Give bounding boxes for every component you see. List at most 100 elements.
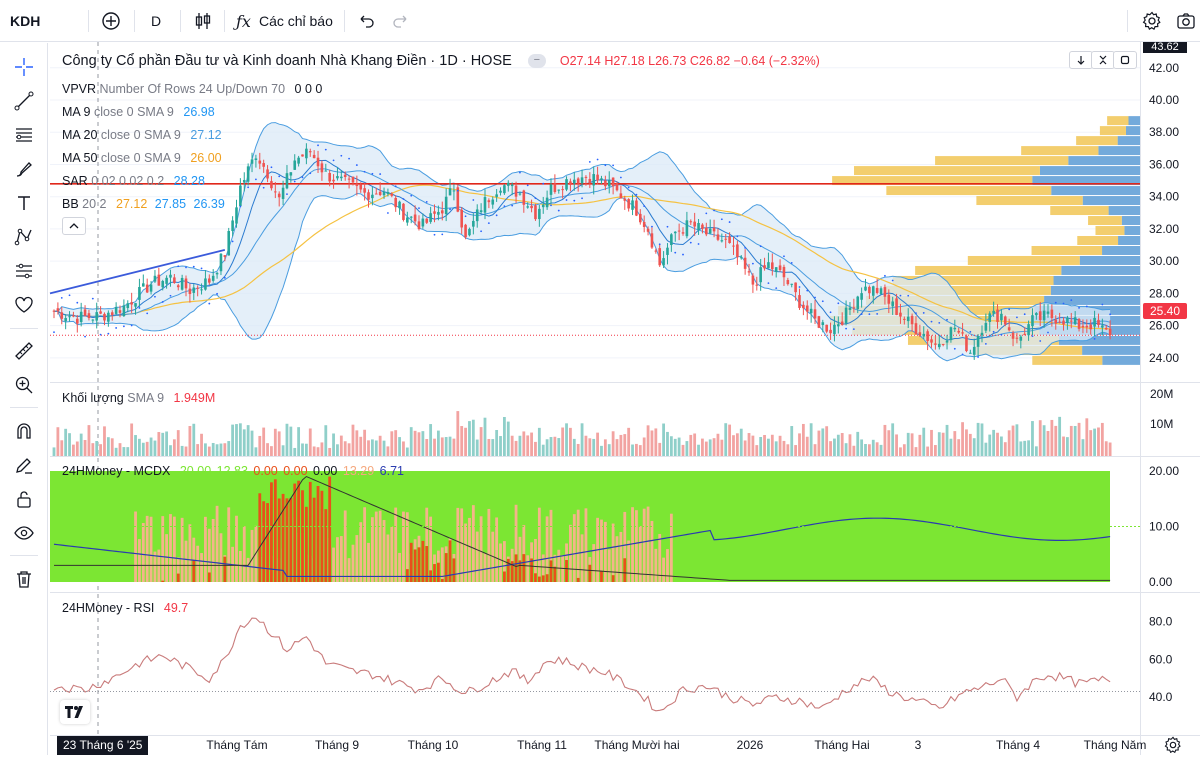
sar-dot bbox=[659, 243, 661, 245]
candle-body bbox=[919, 332, 922, 335]
sar-dot bbox=[1063, 303, 1065, 305]
mcdx-light-bar bbox=[402, 512, 405, 582]
candle-body bbox=[422, 219, 425, 227]
volume-bar bbox=[884, 425, 887, 456]
sar-dot bbox=[449, 208, 451, 210]
volume-bar bbox=[305, 444, 308, 456]
volume-bar bbox=[487, 439, 490, 456]
volume-bar bbox=[1093, 429, 1096, 456]
volume-bar bbox=[515, 441, 518, 456]
candle-body bbox=[441, 210, 444, 213]
volume-bar bbox=[565, 423, 568, 456]
vpvr-up-bar bbox=[1080, 256, 1140, 265]
volume-bar bbox=[876, 442, 879, 456]
scale-settings-gear-icon[interactable] bbox=[1164, 736, 1182, 754]
candle-body bbox=[550, 184, 553, 194]
mcdx-light-bar bbox=[375, 512, 378, 582]
volume-bar bbox=[126, 447, 129, 456]
legend-mcdx-v3: 0.00 bbox=[253, 464, 277, 478]
mcdx-banker-bar bbox=[538, 577, 541, 582]
tradingview-logo[interactable] bbox=[60, 700, 90, 724]
sar-dot bbox=[946, 319, 948, 321]
candle-body bbox=[181, 278, 184, 290]
sar-dot bbox=[915, 312, 917, 314]
legend-collapse-chevron-icon[interactable] bbox=[62, 217, 86, 235]
mcdx-banker-bar bbox=[313, 498, 316, 582]
maximize-pane-icon[interactable] bbox=[1113, 51, 1137, 69]
volume-bar bbox=[111, 438, 114, 456]
legend-bb[interactable]: BB 20 2 27.12 27.85 26.39 bbox=[62, 197, 225, 211]
candle-body bbox=[484, 197, 487, 213]
legend-volume[interactable]: Khối lượng SMA 9 1.949M bbox=[62, 391, 215, 405]
legend-ma9-name: MA 9 bbox=[62, 105, 91, 119]
legend-rsi[interactable]: 24HMoney - RSI 49.7 bbox=[62, 601, 188, 615]
candle-body bbox=[1097, 320, 1100, 325]
volume-bar bbox=[1047, 431, 1050, 456]
sar-dot bbox=[263, 187, 265, 189]
sar-dot bbox=[923, 312, 925, 314]
volume-bar bbox=[643, 437, 646, 456]
candle-body bbox=[845, 308, 848, 324]
mcdx-light-bar bbox=[212, 519, 215, 582]
legend-mcdx-v4: 0.00 bbox=[283, 464, 307, 478]
mcdx-banker-bar bbox=[437, 563, 440, 582]
legend-bb-v3: 26.39 bbox=[194, 197, 225, 211]
legend-ma9[interactable]: MA 9 close 0 SMA 9 26.98 bbox=[62, 105, 215, 119]
candle-body bbox=[258, 161, 261, 164]
collapse-legend-button[interactable]: − bbox=[528, 54, 546, 68]
move-down-arrow-icon[interactable] bbox=[1069, 51, 1093, 69]
volume-bar bbox=[658, 443, 661, 456]
legend-ma50-name: MA 50 bbox=[62, 151, 97, 165]
volume-bar bbox=[200, 434, 203, 456]
sar-dot bbox=[286, 193, 288, 195]
mcdx-banker-bar bbox=[406, 569, 409, 582]
volume-bar bbox=[1054, 426, 1057, 456]
candle-body bbox=[977, 336, 980, 347]
legend-mcdx[interactable]: 24HMoney - MCDX 20.00 12.83 0.00 0.00 0.… bbox=[62, 464, 404, 478]
sar-dot bbox=[799, 286, 801, 288]
collapse-pane-icon[interactable] bbox=[1091, 51, 1115, 69]
volume-bar bbox=[134, 435, 137, 456]
mcdx-banker-bar bbox=[282, 494, 285, 582]
candle-body bbox=[530, 206, 533, 208]
candle-body bbox=[833, 325, 836, 334]
sar-dot bbox=[566, 199, 568, 201]
volume-bar bbox=[212, 443, 215, 456]
legend-ma20[interactable]: MA 20 close 0 SMA 9 27.12 bbox=[62, 128, 222, 142]
legend-ma50[interactable]: MA 50 close 0 SMA 9 26.00 bbox=[62, 151, 222, 165]
volume-bar bbox=[616, 439, 619, 456]
mcdx-light-bar bbox=[146, 516, 149, 582]
sar-dot bbox=[69, 294, 71, 296]
candle-body bbox=[204, 278, 207, 289]
volume-bar bbox=[72, 445, 75, 456]
candle-body bbox=[709, 229, 712, 234]
vpvr-down-bar bbox=[1032, 246, 1103, 255]
volume-bar bbox=[1101, 423, 1104, 456]
volume-bar bbox=[231, 425, 234, 456]
sar-dot bbox=[1000, 334, 1002, 336]
candle-body bbox=[119, 310, 122, 313]
volume-bar bbox=[651, 430, 654, 456]
candle-body bbox=[1051, 310, 1054, 318]
legend-sar[interactable]: SAR 0.02 0.02 0.2 28.28 bbox=[62, 174, 205, 188]
candle-body bbox=[480, 210, 483, 212]
volume-bar bbox=[837, 435, 840, 456]
sar-dot bbox=[690, 242, 692, 244]
volume-bar bbox=[678, 438, 681, 456]
volume-bar bbox=[674, 439, 677, 456]
price-tick-label: 36.00 bbox=[1149, 157, 1179, 171]
sar-dot bbox=[294, 181, 296, 183]
candle-body bbox=[985, 323, 988, 331]
mcdx-light-bar bbox=[220, 533, 223, 582]
candle-body bbox=[658, 248, 661, 265]
volume-bar bbox=[1074, 426, 1077, 456]
vpvr-down-bar bbox=[1095, 226, 1124, 235]
sar-dot bbox=[612, 164, 614, 166]
volume-bar bbox=[635, 444, 638, 456]
legend-mcdx-v2: 12.83 bbox=[217, 464, 248, 478]
sar-dot bbox=[969, 331, 971, 333]
candle-body bbox=[790, 284, 793, 285]
legend-vpvr[interactable]: VPVR Number Of Rows 24 Up/Down 70 0 0 0 bbox=[62, 82, 322, 96]
candle-body bbox=[674, 232, 677, 233]
volume-bar bbox=[682, 445, 685, 456]
